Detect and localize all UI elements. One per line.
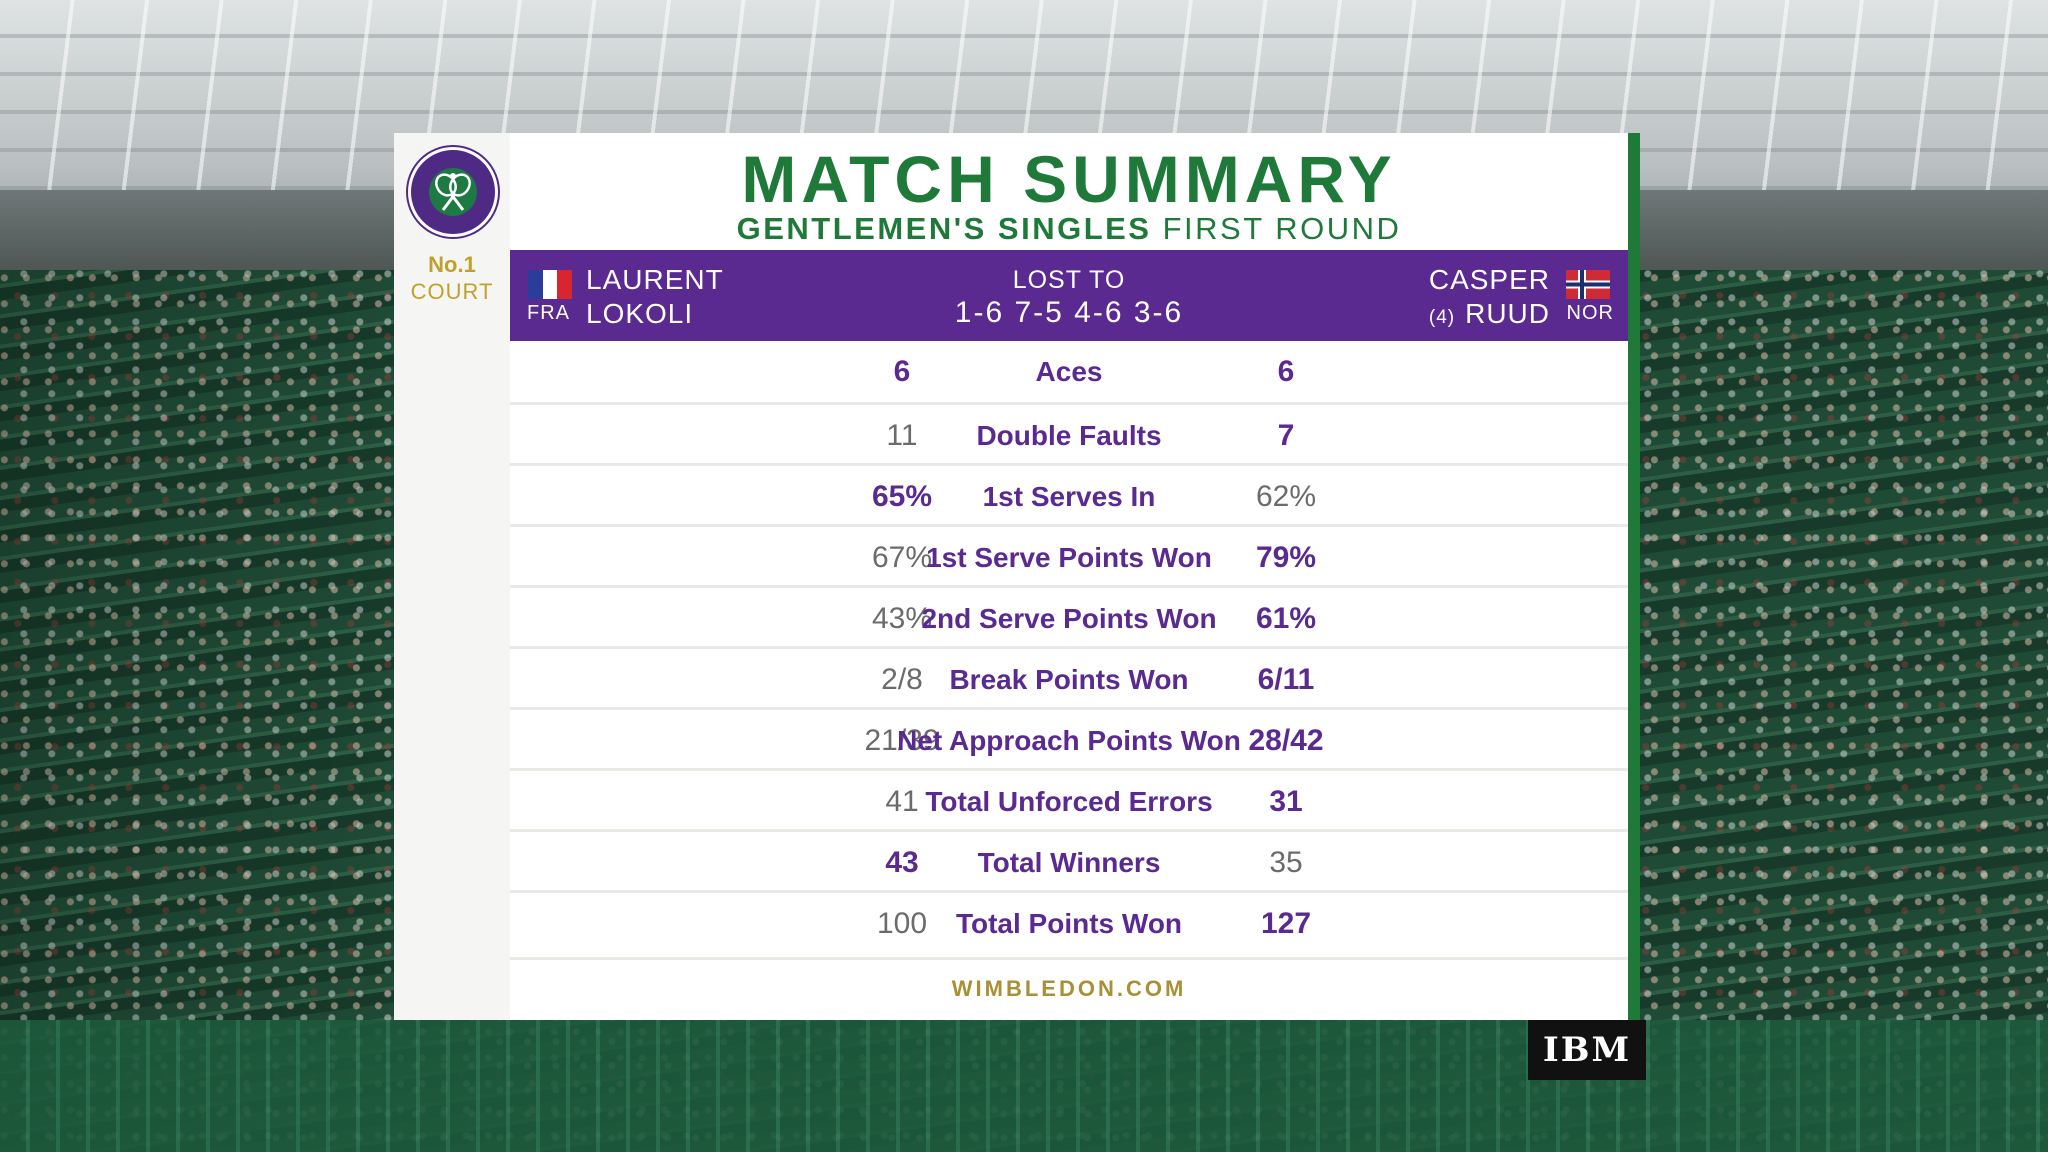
- stats-table: 6 Aces 6 11 Double Faults 7 65% 1st Serves In 62…: [510, 341, 1628, 951]
- stat-label: Double Faults: [976, 420, 1162, 451]
- left-player-country: FRA: [527, 302, 570, 324]
- stat-right-value: 35: [1269, 846, 1303, 879]
- norway-flag-icon: [1566, 270, 1610, 299]
- stat-left-value: 65%: [871, 480, 933, 513]
- stat-row: 43% 2nd Serve Points Won 61%: [510, 585, 1628, 646]
- stat-row: 11 Double Faults 7: [510, 402, 1628, 463]
- stat-left-value: 43%: [871, 602, 933, 635]
- stat-label: Total Points Won: [955, 908, 1183, 939]
- court-number: No.1: [428, 252, 476, 277]
- stat-label: 1st Serve Points Won: [926, 542, 1212, 573]
- panel-side-column: No.1 COURT: [394, 133, 510, 1020]
- stat-left-value: 6: [893, 355, 911, 388]
- stat-right-value: 28/42: [1248, 724, 1324, 757]
- stat-right-value: 7: [1277, 419, 1295, 452]
- players-header: FRA LAURENT LOKOLI LOST TO 1-6 7-5 4-6 3…: [510, 250, 1628, 341]
- stat-label: Net Approach Points Won: [897, 725, 1241, 756]
- stat-right-value: 127: [1260, 907, 1312, 940]
- stat-label: 1st Serves In: [982, 481, 1156, 512]
- right-player-last-name-row: (4) RUUD: [1429, 298, 1550, 330]
- stat-label: Total Winners: [977, 847, 1161, 878]
- right-player-last-name: RUUD: [1465, 298, 1550, 329]
- stat-row: 65% 1st Serves In 62%: [510, 463, 1628, 524]
- stat-right-value: 79%: [1255, 541, 1317, 574]
- stat-row: 6 Aces 6: [510, 341, 1628, 402]
- stat-left-value: 41: [885, 785, 919, 818]
- right-player-country: NOR: [1566, 302, 1614, 324]
- stat-left-value: 43: [885, 846, 919, 879]
- stat-row: 67% 1st Serve Points Won 79%: [510, 524, 1628, 585]
- wimbledon-logo: [408, 147, 498, 237]
- page-subtitle: GENTLEMEN'S SINGLES FIRST ROUND: [510, 209, 1628, 249]
- panel-main-column: MATCH SUMMARY GENTLEMEN'S SINGLES FIRST …: [510, 133, 1628, 1020]
- stat-label: Break Points Won: [949, 664, 1189, 695]
- stat-row: 100 Total Points Won 127: [510, 890, 1628, 951]
- stat-left-value: 2/8: [881, 663, 923, 696]
- stat-right-value: 62%: [1255, 480, 1317, 513]
- stat-right-value: 6: [1277, 355, 1295, 388]
- stands-shadow: [0, 270, 400, 1152]
- match-score: 1-6 7-5 4-6 3-6: [954, 296, 1184, 329]
- left-player-first-name: LAURENT: [586, 264, 724, 295]
- panel-green-edge: [1628, 133, 1640, 1020]
- right-player-first-name: CASPER: [1428, 264, 1550, 295]
- stat-right-value: 31: [1269, 785, 1303, 818]
- right-player-seed: (4): [1428, 307, 1456, 328]
- footer-website: WIMBLEDON.COM: [510, 957, 1628, 1020]
- match-summary-panel: No.1 COURT MATCH SUMMARY GENTLEMEN'S SIN…: [394, 133, 1628, 1020]
- stat-right-value: 6/11: [1257, 663, 1315, 696]
- stat-row: 43 Total Winners 35: [510, 829, 1628, 890]
- stat-left-value: 21/39: [864, 724, 940, 757]
- stat-row: 2/8 Break Points Won 6/11: [510, 646, 1628, 707]
- stat-label: Aces: [1035, 356, 1103, 387]
- left-player-last-name: LOKOLI: [586, 298, 694, 329]
- crossed-rackets-icon: [435, 173, 471, 211]
- stat-right-value: 61%: [1255, 602, 1317, 635]
- stat-row: 41 Total Unforced Errors 31: [510, 768, 1628, 829]
- stat-row: 21/39 Net Approach Points Won 28/42: [510, 707, 1628, 768]
- sponsor-logo: IBM: [1528, 1020, 1646, 1080]
- court-word: COURT: [410, 279, 494, 304]
- page-title: MATCH SUMMARY: [741, 142, 1397, 216]
- event-name: GENTLEMEN'S SINGLES: [736, 211, 1152, 246]
- lower-seating: [0, 1020, 2048, 1152]
- stat-label: 2nd Serve Points Won: [921, 603, 1217, 634]
- stat-left-value: 67%: [871, 541, 933, 574]
- court-label: No.1 COURT: [394, 251, 510, 305]
- france-flag-icon: [528, 270, 573, 299]
- stat-label: Total Unforced Errors: [925, 786, 1213, 817]
- stat-left-value: 11: [886, 419, 918, 452]
- result-label: LOST TO: [1012, 266, 1126, 294]
- round-name: FIRST ROUND: [1162, 211, 1402, 246]
- stat-left-value: 100: [876, 907, 928, 940]
